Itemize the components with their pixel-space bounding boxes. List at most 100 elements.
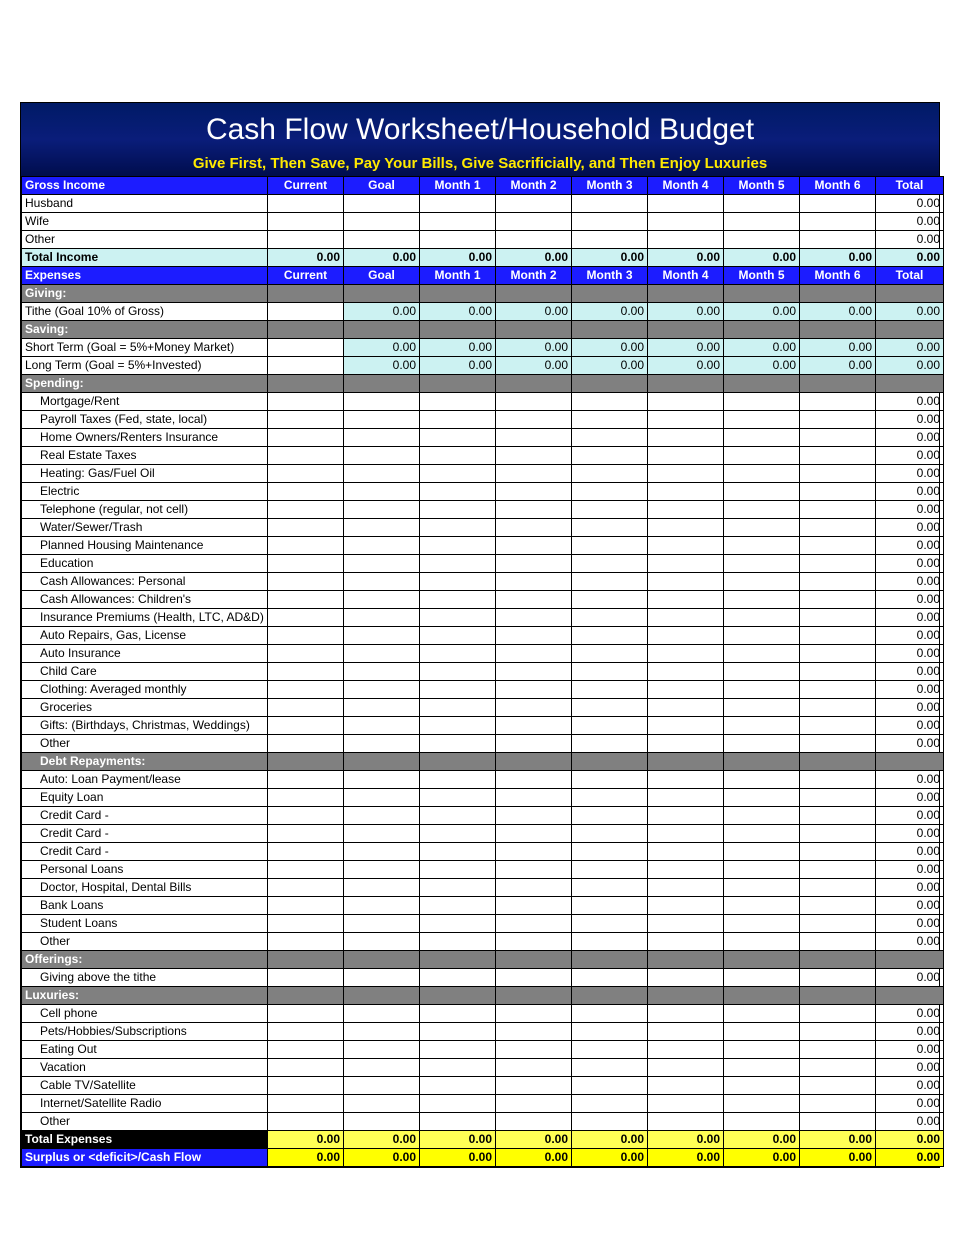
total-income-value: 0.00 [344,249,420,267]
value-cell: 0.00 [724,357,800,375]
total-expenses-value: 0.00 [496,1131,572,1149]
table-row: Giving: [22,285,944,303]
value-cell: 0.00 [496,339,572,357]
row-label: Heating: Gas/Fuel Oil [22,465,268,483]
value-cell [724,645,800,663]
value-cell [572,735,648,753]
value-cell [800,879,876,897]
value-cell [268,1095,344,1113]
value-cell [344,699,420,717]
value-cell [268,861,344,879]
value-cell: 0.00 [876,915,944,933]
value-cell [420,447,496,465]
value-cell [648,789,724,807]
value-cell [268,699,344,717]
total-income-value: 0.00 [648,249,724,267]
value-cell [268,429,344,447]
value-cell [648,1023,724,1041]
value-cell [344,681,420,699]
value-cell [572,519,648,537]
value-cell [268,339,344,357]
section-cell [724,285,800,303]
value-cell: 0.00 [876,681,944,699]
value-cell [420,1077,496,1095]
value-cell [800,537,876,555]
value-cell: 0.00 [876,699,944,717]
value-cell [724,231,800,249]
value-cell [572,1095,648,1113]
value-cell [268,663,344,681]
surplus-value: 0.00 [876,1149,944,1167]
value-cell [268,393,344,411]
value-cell [572,537,648,555]
value-cell [648,771,724,789]
value-cell: 0.00 [876,897,944,915]
value-cell [800,861,876,879]
value-cell [268,843,344,861]
value-cell [344,483,420,501]
table-row: Cash Allowances: Children's0.00 [22,591,944,609]
value-cell [572,879,648,897]
table-row: Child Care0.00 [22,663,944,681]
value-cell [648,465,724,483]
value-cell [268,789,344,807]
row-label: Cell phone [22,1005,268,1023]
section-cell [268,753,344,771]
table-row: Personal Loans0.00 [22,861,944,879]
value-cell [344,663,420,681]
value-cell [344,1041,420,1059]
row-label: Wife [22,213,268,231]
table-row: Bank Loans0.00 [22,897,944,915]
value-cell [344,1023,420,1041]
value-cell: 0.00 [344,339,420,357]
value-cell [420,591,496,609]
value-cell [648,897,724,915]
value-cell [268,213,344,231]
value-cell: 0.00 [648,357,724,375]
value-cell [420,411,496,429]
value-cell: 0.00 [724,303,800,321]
table-row: Other0.00 [22,231,944,249]
header-label: Gross Income [22,177,268,195]
value-cell: 0.00 [572,357,648,375]
table-row: Electric0.00 [22,483,944,501]
table-row: Insurance Premiums (Health, LTC, AD&D)0.… [22,609,944,627]
table-row: Other0.00 [22,933,944,951]
total-expenses-value: 0.00 [800,1131,876,1149]
value-cell [800,483,876,501]
table-row: Water/Sewer/Trash0.00 [22,519,944,537]
value-cell [724,735,800,753]
value-cell [496,825,572,843]
total-expenses-label: Total Expenses [22,1131,268,1149]
row-label: Groceries [22,699,268,717]
value-cell [800,699,876,717]
table-row: Gross IncomeCurrentGoalMonth 1Month 2Mon… [22,177,944,195]
section-cell [876,375,944,393]
value-cell [800,933,876,951]
total-expenses-value: 0.00 [572,1131,648,1149]
value-cell [800,591,876,609]
value-cell [344,501,420,519]
total-expenses-value: 0.00 [268,1131,344,1149]
value-cell: 0.00 [876,231,944,249]
value-cell: 0.00 [876,771,944,789]
value-cell [420,519,496,537]
value-cell [344,879,420,897]
section-label: Spending: [22,375,268,393]
value-cell [420,429,496,447]
value-cell [344,735,420,753]
value-cell [648,1095,724,1113]
row-label: Payroll Taxes (Fed, state, local) [22,411,268,429]
total-income-value: 0.00 [268,249,344,267]
section-cell [724,753,800,771]
value-cell [572,861,648,879]
value-cell: 0.00 [344,357,420,375]
table-row: Internet/Satellite Radio0.00 [22,1095,944,1113]
value-cell: 0.00 [876,393,944,411]
value-cell [268,1059,344,1077]
value-cell [496,879,572,897]
value-cell [648,555,724,573]
section-label: Saving: [22,321,268,339]
value-cell [420,735,496,753]
value-cell [420,933,496,951]
